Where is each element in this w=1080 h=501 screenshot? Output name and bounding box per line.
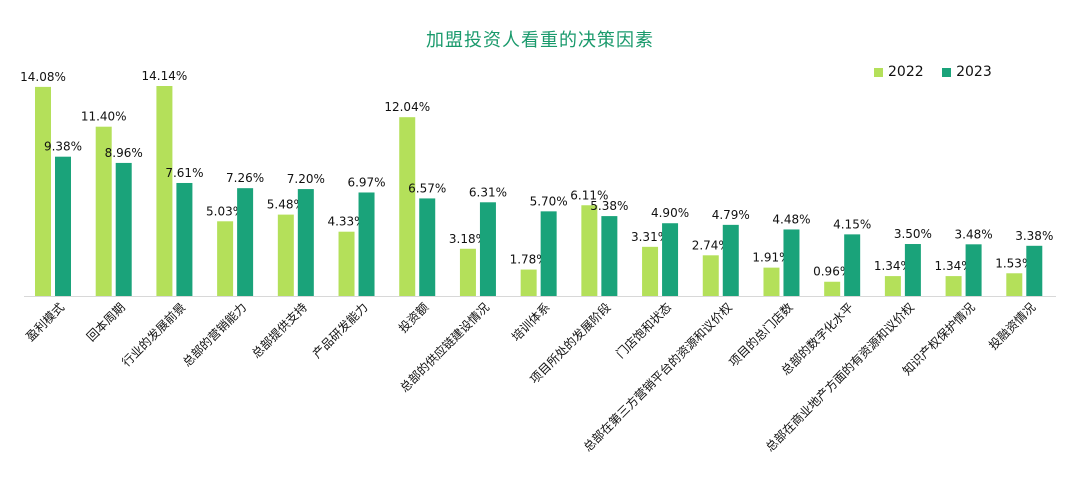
value-label-2023-16: 3.38%	[1015, 229, 1053, 243]
value-label-2022-0: 14.08%	[20, 70, 66, 84]
legend: 2022 2023	[874, 64, 1006, 80]
category-label-4: 总部提供支持	[248, 300, 310, 362]
category-label-3: 总部的营销能力	[179, 300, 249, 370]
bar-2023-5	[358, 192, 375, 296]
bar-2022-16	[1006, 273, 1023, 296]
bar-2023-2	[176, 182, 193, 296]
value-label-2022-10: 3.31%	[631, 230, 669, 244]
bar-2023-10	[662, 223, 679, 296]
value-label-2023-6: 6.57%	[408, 181, 446, 195]
bar-2023-4	[297, 189, 314, 296]
value-label-2023-3: 7.26%	[226, 171, 264, 185]
value-label-2022-14: 1.34%	[874, 259, 912, 273]
value-label-2023-2: 7.61%	[165, 166, 203, 180]
value-label-2022-3: 5.03%	[206, 204, 244, 218]
bar-2022-12	[763, 267, 780, 296]
bar-2023-1	[115, 162, 132, 296]
bar-2022-4	[277, 214, 294, 296]
value-label-2023-14: 3.50%	[894, 227, 932, 241]
legend-item-2023: 2023	[942, 64, 992, 80]
legend-swatch-2023	[942, 67, 952, 77]
legend-label-2022: 2022	[888, 64, 924, 80]
value-label-2022-13: 0.96%	[813, 265, 851, 279]
value-label-2022-1: 11.40%	[81, 110, 127, 124]
value-label-2023-7: 6.31%	[469, 185, 507, 199]
value-label-2023-9: 5.38%	[590, 199, 628, 213]
legend-item-2022: 2022	[874, 64, 924, 80]
bar-2022-9	[581, 205, 598, 296]
bar-2022-14	[884, 276, 901, 296]
bar-2023-14	[904, 244, 921, 296]
bar-2022-15	[945, 276, 962, 296]
legend-label-2023: 2023	[956, 64, 992, 80]
value-label-2023-4: 7.20%	[287, 172, 325, 186]
value-label-2022-16: 1.53%	[995, 256, 1033, 270]
value-label-2022-12: 1.91%	[752, 251, 790, 265]
legend-swatch-2022	[874, 67, 883, 77]
value-label-2023-10: 4.90%	[651, 206, 689, 220]
bar-2023-0	[55, 156, 71, 296]
bar-2023-15	[965, 244, 982, 296]
value-label-2023-1: 8.96%	[105, 146, 143, 160]
bar-2022-7	[459, 248, 476, 296]
bar-2022-13	[824, 281, 841, 296]
bar-2022-0	[35, 86, 51, 297]
value-label-2022-2: 14.14%	[142, 69, 188, 83]
value-label-2022-8: 1.78%	[510, 253, 548, 267]
category-label-8: 培训体系	[508, 300, 553, 345]
category-label-6: 投资额	[395, 300, 431, 336]
bar-2023-9	[601, 216, 618, 296]
value-label-2023-13: 4.15%	[833, 217, 871, 231]
value-label-2023-5: 6.97%	[347, 175, 385, 189]
bar-2023-11	[722, 224, 739, 296]
category-label-12: 项目的总门店数	[726, 300, 796, 370]
bar-2023-6	[419, 198, 436, 296]
value-label-2022-4: 5.48%	[267, 198, 305, 212]
value-label-2023-12: 4.48%	[772, 212, 810, 226]
bar-2022-3	[217, 221, 234, 296]
bar-2022-6	[399, 117, 416, 297]
bar-2023-13	[844, 234, 861, 296]
value-label-2022-6: 12.04%	[384, 100, 430, 114]
category-label-1: 回本周期	[84, 300, 128, 344]
value-label-2023-0: 9.38%	[44, 140, 82, 154]
chart-title: 加盟投资人看重的决策因素	[426, 30, 654, 51]
value-label-2022-9: 6.11%	[570, 188, 608, 202]
bar-2023-7	[479, 202, 496, 296]
bar-2022-10	[642, 246, 659, 296]
bar-2023-8	[540, 211, 557, 296]
bar-2023-16	[1026, 245, 1043, 296]
value-label-2022-7: 3.18%	[449, 232, 487, 246]
category-label-10: 门店饱和状态	[613, 300, 675, 362]
bar-2023-12	[783, 229, 800, 296]
bar-2022-1	[95, 126, 112, 296]
bar-2022-11	[702, 255, 719, 296]
category-label-16: 投融资情况	[985, 300, 1038, 353]
category-label-5: 产品研发能力	[309, 300, 371, 362]
category-label-0: 盈利模式	[23, 300, 67, 344]
bar-2022-2	[156, 86, 173, 296]
category-label-2: 行业的发展前景	[119, 300, 189, 370]
value-label-2023-8: 5.70%	[530, 194, 568, 208]
value-label-2022-5: 4.33%	[327, 215, 365, 229]
value-label-2022-11: 2.74%	[692, 238, 730, 252]
value-label-2023-15: 3.48%	[955, 227, 993, 241]
bar-2023-3	[237, 188, 254, 296]
value-label-2023-11: 4.79%	[712, 208, 750, 222]
bar-2022-5	[338, 231, 355, 296]
bar-2022-8	[520, 269, 537, 296]
value-label-2022-15: 1.34%	[935, 259, 973, 273]
